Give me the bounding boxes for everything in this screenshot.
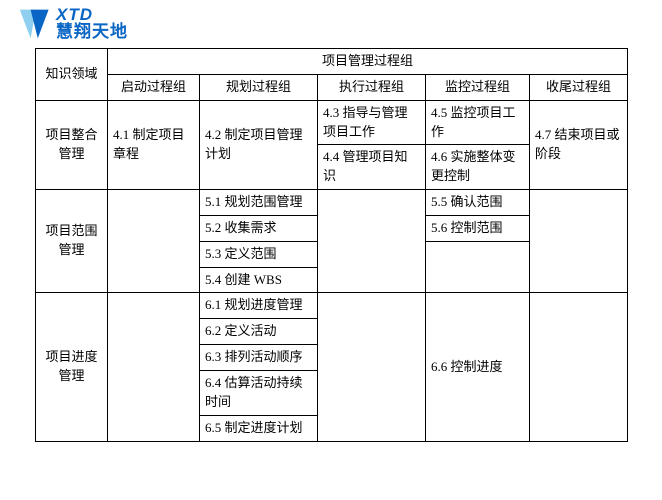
col-header-main: 项目管理过程组 xyxy=(108,49,628,75)
col-header-knowledge: 知识领域 xyxy=(36,49,108,101)
cell: 4.7 结束项目或阶段 xyxy=(530,100,628,189)
cell: 5.2 收集需求 xyxy=(200,215,318,241)
cell: 5.5 确认范围 xyxy=(426,190,530,216)
brand-logo: XTD 慧翔天地 xyxy=(18,6,128,42)
cell-empty xyxy=(318,190,426,293)
table-row: 项目范围管理 5.1 规划范围管理 5.5 确认范围 xyxy=(36,190,628,216)
cell-empty xyxy=(108,190,200,293)
table-row: 知识领域 项目管理过程组 xyxy=(36,49,628,75)
col-header-init: 启动过程组 xyxy=(108,74,200,100)
col-header-exec: 执行过程组 xyxy=(318,74,426,100)
cell-empty xyxy=(318,293,426,441)
know-area-6: 项目进度管理 xyxy=(36,293,108,441)
cell-empty xyxy=(530,293,628,441)
table-row: 启动过程组 规划过程组 执行过程组 监控过程组 收尾过程组 xyxy=(36,74,628,100)
col-header-plan: 规划过程组 xyxy=(200,74,318,100)
cell: 6.5 制定进度计划 xyxy=(200,415,318,441)
table-row: 项目进度管理 6.1 规划进度管理 6.6 控制进度 xyxy=(36,293,628,319)
logo-text-xtd: XTD xyxy=(56,6,128,23)
cell: 4.5 监控项目工作 xyxy=(426,100,530,145)
cell: 6.6 控制进度 xyxy=(426,293,530,441)
col-header-mon: 监控过程组 xyxy=(426,74,530,100)
cell-empty xyxy=(108,293,200,441)
cell-empty xyxy=(426,241,530,293)
know-area-4: 项目整合管理 xyxy=(36,100,108,189)
table-row: 项目整合管理 4.1 制定项目章程 4.2 制定项目管理计划 4.3 指导与管理… xyxy=(36,100,628,145)
pm-process-table: 知识领域 项目管理过程组 启动过程组 规划过程组 执行过程组 监控过程组 收尾过… xyxy=(35,48,628,442)
cell: 5.6 控制范围 xyxy=(426,215,530,241)
cell: 6.4 估算活动持续时间 xyxy=(200,370,318,415)
cell: 5.4 创建 WBS xyxy=(200,267,318,293)
cell: 4.6 实施整体变更控制 xyxy=(426,145,530,190)
cell: 6.1 规划进度管理 xyxy=(200,293,318,319)
cell: 6.2 定义活动 xyxy=(200,319,318,345)
cell: 4.1 制定项目章程 xyxy=(108,100,200,189)
cell: 6.3 排列活动顺序 xyxy=(200,345,318,371)
logo-text-cn: 慧翔天地 xyxy=(56,23,128,40)
col-header-close: 收尾过程组 xyxy=(530,74,628,100)
cell: 4.4 管理项目知识 xyxy=(318,145,426,190)
wing-icon xyxy=(18,6,54,42)
cell: 5.1 规划范围管理 xyxy=(200,190,318,216)
cell-empty xyxy=(530,190,628,293)
know-area-5: 项目范围管理 xyxy=(36,190,108,293)
cell: 5.3 定义范围 xyxy=(200,241,318,267)
cell: 4.3 指导与管理项目工作 xyxy=(318,100,426,145)
cell: 4.2 制定项目管理计划 xyxy=(200,100,318,189)
